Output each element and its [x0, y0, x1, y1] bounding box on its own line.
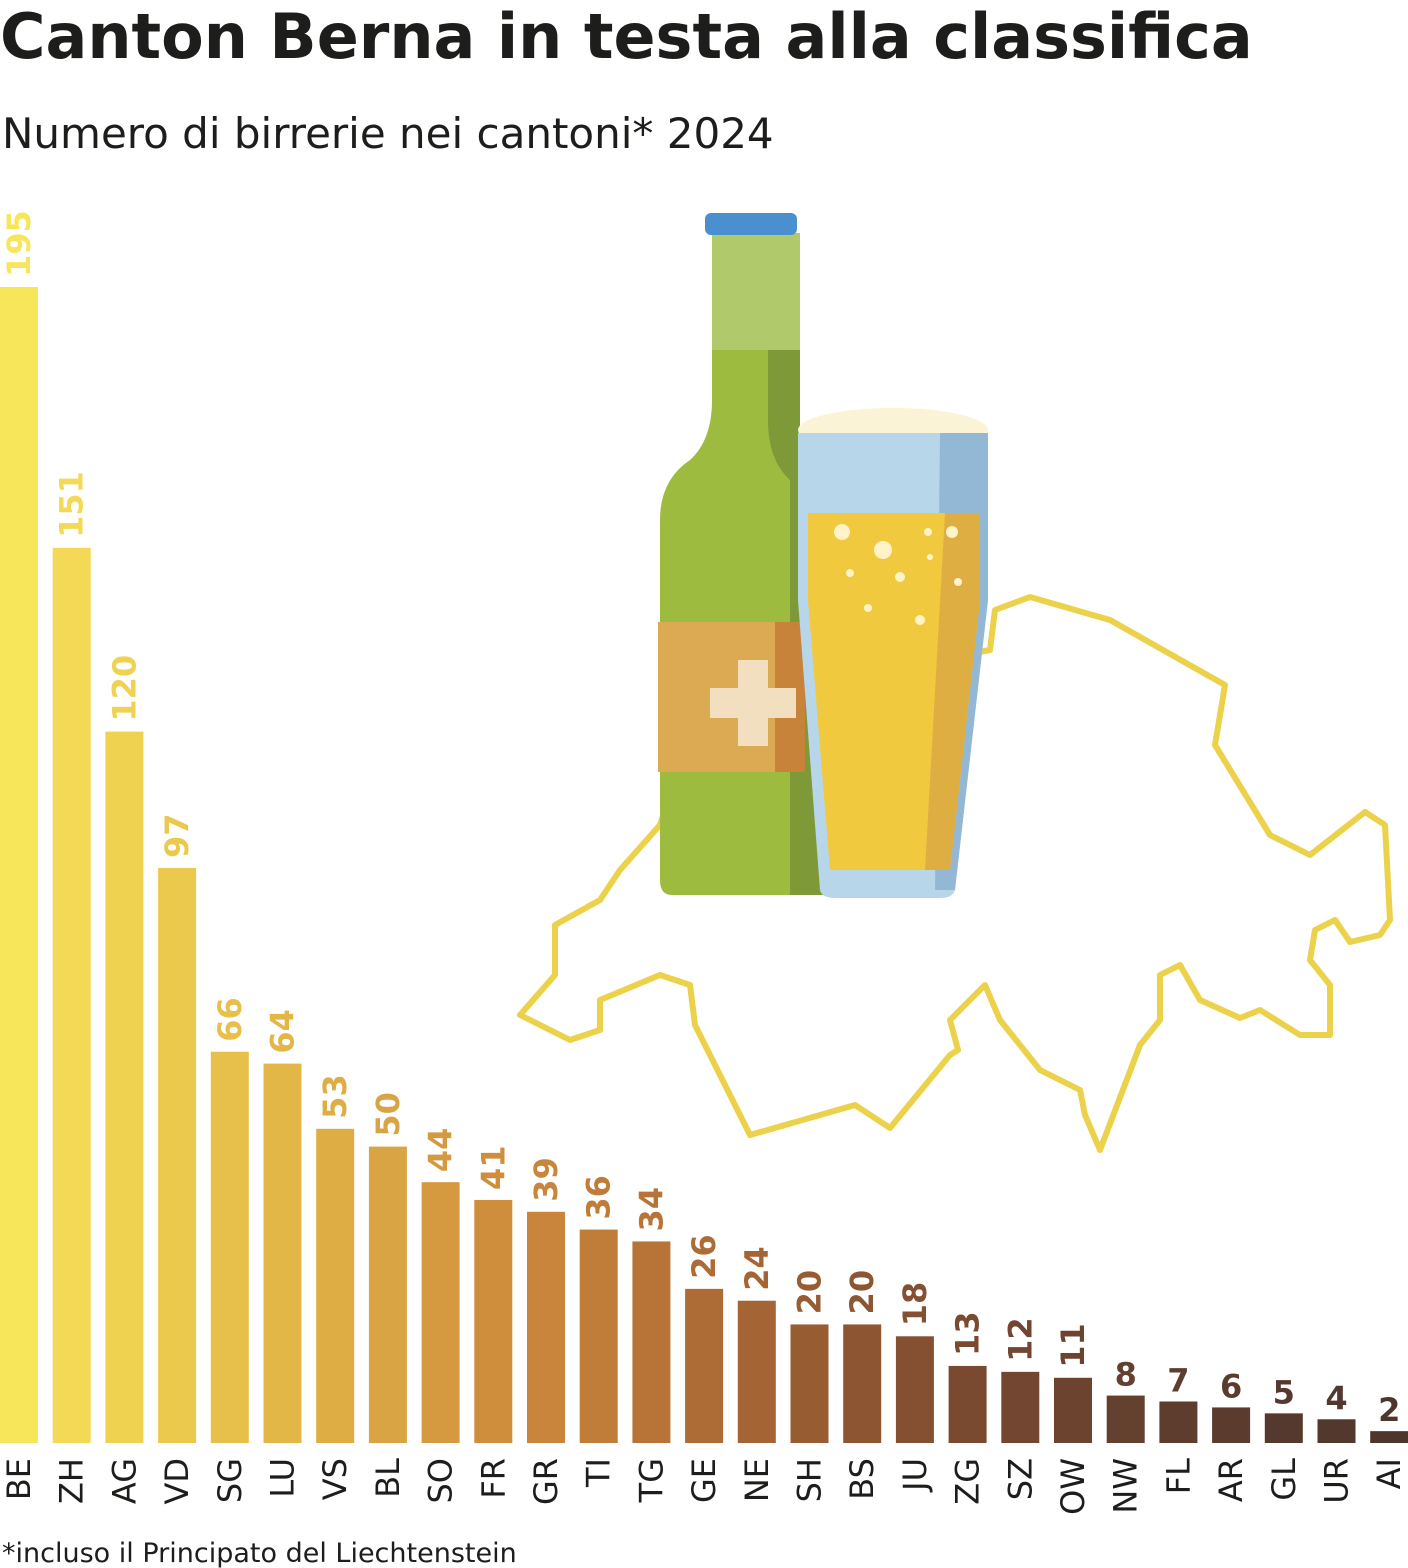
- x-tick-label: SO: [422, 1458, 460, 1504]
- value-label: 11: [1054, 1323, 1092, 1368]
- x-tick-label: GR: [527, 1458, 565, 1505]
- bar: [895, 1336, 934, 1443]
- bar: [52, 547, 91, 1443]
- value-label: 120: [105, 655, 143, 722]
- x-tick-label: FR: [474, 1458, 512, 1499]
- bar: [1370, 1431, 1408, 1443]
- bar: [474, 1199, 513, 1443]
- value-label: 13: [949, 1311, 987, 1356]
- bar: [1001, 1371, 1040, 1443]
- value-label: 97: [158, 813, 196, 858]
- value-label: 18: [896, 1282, 934, 1327]
- bar: [685, 1288, 724, 1443]
- x-tick-label: AR: [1212, 1458, 1250, 1502]
- x-tick-label: LU: [264, 1458, 302, 1498]
- x-tick-label: VS: [316, 1458, 354, 1500]
- x-tick-label: NW: [1107, 1458, 1145, 1514]
- bar: [790, 1324, 829, 1443]
- bar: [263, 1063, 302, 1443]
- value-label: 34: [632, 1187, 670, 1232]
- x-tick-label: ZG: [949, 1458, 987, 1505]
- bubbles: [834, 524, 962, 625]
- bar: [527, 1211, 565, 1443]
- x-tick-label: AI: [1370, 1458, 1408, 1489]
- value-label: 8: [1115, 1356, 1137, 1394]
- x-tick-label: ZH: [53, 1458, 91, 1504]
- value-label: 36: [580, 1175, 618, 1220]
- x-tick-label: JU: [896, 1458, 934, 1493]
- value-label: 12: [1001, 1317, 1039, 1362]
- bottle-neck-light: [712, 233, 800, 350]
- value-label: 195: [0, 210, 38, 277]
- bar: [316, 1128, 355, 1443]
- bar: [579, 1229, 618, 1443]
- beer-shade: [925, 513, 980, 870]
- value-label: 41: [474, 1145, 512, 1190]
- value-label: 5: [1273, 1373, 1295, 1411]
- x-tick-label: GE: [685, 1458, 723, 1503]
- x-tick-label: SG: [211, 1458, 249, 1503]
- x-tick-label: AG: [105, 1458, 143, 1504]
- bar: [1212, 1407, 1251, 1443]
- bar: [158, 867, 197, 1443]
- bar: [1317, 1419, 1356, 1443]
- value-label: 39: [527, 1157, 565, 1202]
- x-tick-label: FL: [1159, 1458, 1197, 1494]
- value-label: 151: [53, 471, 91, 538]
- value-label: 6: [1220, 1367, 1242, 1405]
- x-tick-label: SZ: [1001, 1458, 1039, 1500]
- swiss-cross: [710, 660, 796, 746]
- bar: [948, 1365, 987, 1443]
- x-tick-label: BS: [843, 1458, 881, 1500]
- x-tick-label: GL: [1265, 1458, 1303, 1501]
- value-label: 20: [791, 1270, 829, 1315]
- bar: [1054, 1377, 1092, 1443]
- x-tick-label: TG: [632, 1458, 670, 1503]
- value-label: 64: [264, 1009, 302, 1054]
- bar: [368, 1146, 407, 1443]
- bar: [210, 1051, 249, 1443]
- bar: [1264, 1413, 1303, 1443]
- bar: [843, 1324, 882, 1443]
- bar: [737, 1300, 776, 1443]
- footnote: *incluso il Principato del Liechtenstein: [2, 1538, 517, 1568]
- bar: [632, 1241, 671, 1443]
- value-label: 20: [843, 1270, 881, 1315]
- value-label: 2: [1378, 1391, 1400, 1429]
- x-tick-label: VD: [158, 1458, 196, 1505]
- x-tick-label: OW: [1054, 1458, 1092, 1515]
- value-label: 53: [316, 1074, 354, 1119]
- chart-subtitle: Numero di birrerie nei cantoni* 2024: [2, 109, 774, 158]
- bar: [0, 287, 38, 1443]
- x-tick-label: BL: [369, 1458, 407, 1498]
- value-label: 4: [1325, 1379, 1347, 1417]
- swiss-outline: [517, 594, 1393, 1153]
- bar: [1159, 1401, 1198, 1443]
- x-tick-label: UR: [1318, 1458, 1356, 1504]
- value-label: 44: [422, 1128, 460, 1173]
- chart-title: Canton Berna in testa alla classifica: [0, 0, 1253, 73]
- x-tick-label: NE: [738, 1458, 776, 1502]
- value-label: 7: [1167, 1362, 1189, 1400]
- x-tick-label: BE: [0, 1458, 38, 1500]
- bar: [105, 731, 144, 1443]
- x-tick-label: TI: [580, 1458, 618, 1488]
- value-label: 24: [738, 1246, 776, 1291]
- value-label: 50: [369, 1092, 407, 1137]
- value-label: 26: [685, 1234, 723, 1279]
- bottle-cap: [705, 213, 797, 235]
- bar: [1106, 1395, 1145, 1443]
- bar: [421, 1182, 460, 1443]
- value-label: 66: [211, 997, 249, 1042]
- illustration: [517, 213, 1393, 1153]
- x-tick-label: SH: [791, 1458, 829, 1502]
